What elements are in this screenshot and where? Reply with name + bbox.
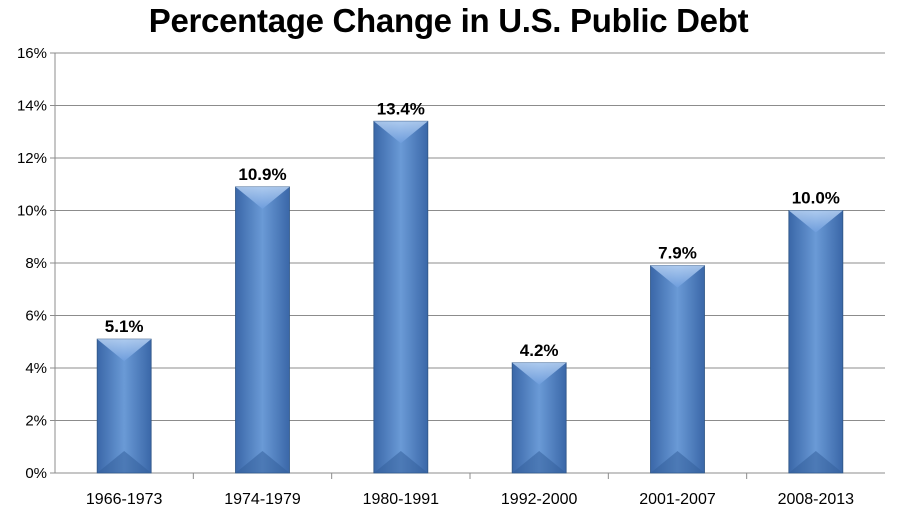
bar-body <box>788 210 844 474</box>
bar <box>511 362 567 474</box>
y-tick-label: 8% <box>25 255 47 272</box>
x-category-label: 1966-1973 <box>86 491 163 508</box>
bar-bevel-top <box>97 339 152 362</box>
gridlines <box>50 52 885 474</box>
y-tick-label: 12% <box>17 150 47 167</box>
bar-body <box>235 186 290 474</box>
bar-body <box>650 265 705 474</box>
y-tick-label: 6% <box>25 308 47 325</box>
x-category-label: 1974-1979 <box>224 491 301 508</box>
bar-bevel-top <box>512 362 567 385</box>
bar-bevel-top <box>788 210 843 233</box>
data-label: 10.0% <box>792 189 840 208</box>
bar-bevel-bottom <box>650 451 705 473</box>
bar-bevel-bottom <box>788 451 843 473</box>
bar <box>235 186 290 474</box>
bar-bevel-top <box>650 265 705 288</box>
x-category-label: 1992-2000 <box>501 491 578 508</box>
y-tick-label: 4% <box>25 360 47 377</box>
data-label: 13.4% <box>377 99 425 118</box>
bar-bevel-bottom <box>97 451 152 473</box>
y-tick-label: 16% <box>17 45 47 62</box>
bar-bevel-top <box>235 186 290 209</box>
bar-bevel-bottom <box>512 451 567 473</box>
bar-bevel-top <box>373 121 428 144</box>
bars <box>96 120 844 474</box>
data-label: 4.2% <box>520 341 559 360</box>
bar <box>788 210 844 474</box>
bar <box>96 338 152 474</box>
data-labels: 5.1% 10.9% 13.4% 4.2% 7.9% 10.0% <box>105 99 840 360</box>
data-label: 10.9% <box>238 165 286 184</box>
bar <box>650 265 705 474</box>
y-tick-label: 0% <box>25 465 47 482</box>
x-category-label: 2001-2007 <box>639 491 716 508</box>
axes <box>54 53 885 479</box>
bar-bevel-bottom <box>373 451 428 473</box>
bar-bevel-bottom <box>235 451 290 473</box>
data-label: 5.1% <box>105 317 144 336</box>
y-tick-label: 14% <box>17 98 47 115</box>
chart-title: Percentage Change in U.S. Public Debt <box>148 2 749 39</box>
y-axis-tick-labels: 0% 2% 4% 6% 8% 10% 12% 14% 16% <box>17 45 47 482</box>
bar-body <box>373 120 429 474</box>
y-tick-label: 10% <box>17 203 47 220</box>
x-category-label: 2008-2013 <box>778 491 855 508</box>
x-axis-category-labels: 1966-1973 1974-1979 1980-1991 1992-2000 2001… <box>86 491 854 508</box>
x-category-label: 1980-1991 <box>363 491 440 508</box>
bar-body <box>96 338 152 474</box>
data-label: 7.9% <box>658 244 697 263</box>
y-tick-label: 2% <box>25 413 47 430</box>
bar <box>373 120 429 474</box>
